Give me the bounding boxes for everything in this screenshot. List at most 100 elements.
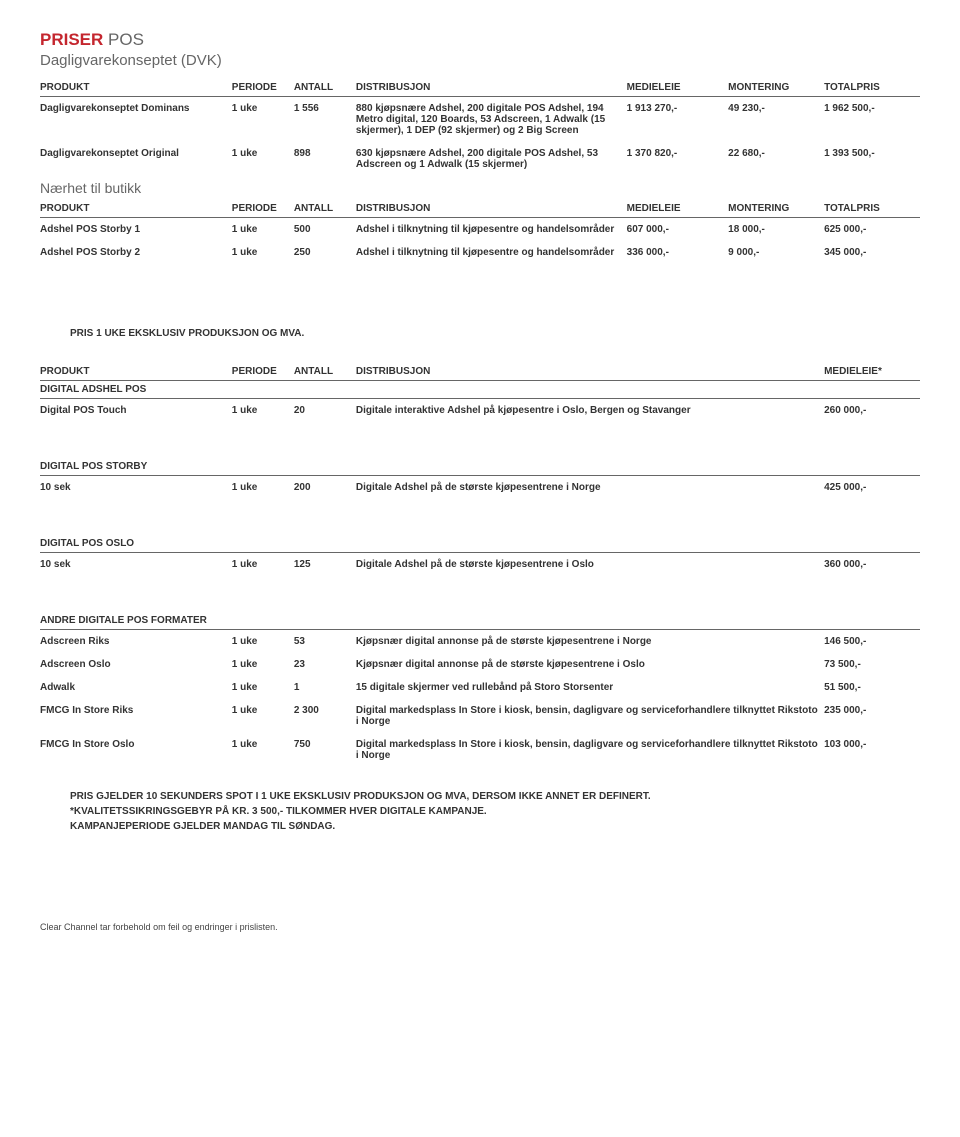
cell-medieleie: 51 500,-	[824, 676, 920, 699]
col-periode: PERIODE	[232, 363, 294, 381]
cell-medieleie: 146 500,-	[824, 630, 920, 654]
table-row: Dagligvarekonseptet Original1 uke898630 …	[40, 142, 920, 176]
cell-periode: 1 uke	[232, 476, 294, 500]
cell-produkt: Adwalk	[40, 676, 232, 699]
note-fee: *KVALITETSSIKRINGSGEBYR PÅ KR. 3 500,- T…	[70, 806, 920, 817]
table-row: Adshel POS Storby 21 uke250Adshel i tilk…	[40, 241, 920, 264]
cell-produkt: 10 sek	[40, 553, 232, 577]
col-produkt: PRODUKT	[40, 200, 232, 218]
dvk-table: PRODUKT PERIODE ANTALL DISTRIBUSJON MEDI…	[40, 79, 920, 176]
cell-antall: 2 300	[294, 699, 356, 733]
section-heading: DIGITAL POS OSLO	[40, 535, 920, 553]
cell-medieleie: 260 000,-	[824, 399, 920, 423]
cell-medieleie: 103 000,-	[824, 733, 920, 767]
table-header-row: PRODUKT PERIODE ANTALL DISTRIBUSJON MEDI…	[40, 363, 920, 381]
section-heading-row: ANDRE DIGITALE POS FORMATER	[40, 612, 920, 630]
spacer	[40, 576, 920, 612]
spacer	[40, 499, 920, 535]
table-header-row: PRODUKT PERIODE ANTALL DISTRIBUSJON MEDI…	[40, 200, 920, 218]
cell-dist: 880 kjøpsnære Adshel, 200 digitale POS A…	[356, 97, 627, 143]
cell-produkt: Adshel POS Storby 1	[40, 218, 232, 242]
col-totalpris: TOTALPRIS	[824, 79, 920, 97]
cell-periode: 1 uke	[232, 142, 294, 176]
cell-produkt: Dagligvarekonseptet Original	[40, 142, 232, 176]
table-row: Digital POS Touch1 uke20Digitale interak…	[40, 399, 920, 423]
section-heading: DIGITAL ADSHEL POS	[40, 381, 920, 399]
cell-dist: Digital markedsplass In Store i kiosk, b…	[356, 733, 824, 767]
cell-montering: 18 000,-	[728, 218, 824, 242]
col-antall: ANTALL	[294, 363, 356, 381]
cell-periode: 1 uke	[232, 97, 294, 143]
cell-medieleie: 73 500,-	[824, 653, 920, 676]
cell-dist: Adshel i tilknytning til kjøpesentre og …	[356, 241, 627, 264]
col-dist: DISTRIBUSJON	[356, 79, 627, 97]
note-price-ex-mva: PRIS 1 UKE EKSKLUSIV PRODUKSJON OG MVA.	[70, 328, 920, 339]
cell-antall: 1	[294, 676, 356, 699]
section-heading-row: DIGITAL POS STORBY	[40, 458, 920, 476]
cell-totalpris: 1 393 500,-	[824, 142, 920, 176]
cell-produkt: Adshel POS Storby 2	[40, 241, 232, 264]
note-period: KAMPANJEPERIODE GJELDER MANDAG TIL SØNDA…	[70, 821, 920, 832]
col-periode: PERIODE	[232, 79, 294, 97]
cell-periode: 1 uke	[232, 241, 294, 264]
col-antall: ANTALL	[294, 200, 356, 218]
cell-produkt: Dagligvarekonseptet Dominans	[40, 97, 232, 143]
section-heading: ANDRE DIGITALE POS FORMATER	[40, 612, 920, 630]
cell-periode: 1 uke	[232, 699, 294, 733]
cell-produkt: 10 sek	[40, 476, 232, 500]
cell-periode: 1 uke	[232, 399, 294, 423]
cell-dist: Digital markedsplass In Store i kiosk, b…	[356, 699, 824, 733]
cell-medieleie: 360 000,-	[824, 553, 920, 577]
cell-antall: 250	[294, 241, 356, 264]
col-antall: ANTALL	[294, 79, 356, 97]
table-row: Dagligvarekonseptet Dominans1 uke1 55688…	[40, 97, 920, 143]
cell-dist: Digitale Adshel på de største kjøpesentr…	[356, 476, 824, 500]
subtitle-dvk: Dagligvarekonseptet (DVK)	[40, 52, 920, 69]
cell-periode: 1 uke	[232, 676, 294, 699]
cell-antall: 23	[294, 653, 356, 676]
cell-medieleie: 607 000,-	[627, 218, 729, 242]
col-montering: MONTERING	[728, 200, 824, 218]
cell-antall: 898	[294, 142, 356, 176]
cell-dist: Digitale Adshel på de største kjøpesentr…	[356, 553, 824, 577]
cell-dist: Kjøpsnær digital annonse på de største k…	[356, 653, 824, 676]
cell-periode: 1 uke	[232, 553, 294, 577]
col-totalpris: TOTALPRIS	[824, 200, 920, 218]
cell-produkt: Adscreen Riks	[40, 630, 232, 654]
cell-periode: 1 uke	[232, 653, 294, 676]
cell-dist: Digitale interaktive Adshel på kjøpesent…	[356, 399, 824, 423]
cell-periode: 1 uke	[232, 733, 294, 767]
cell-montering: 9 000,-	[728, 241, 824, 264]
cell-dist: Adshel i tilknytning til kjøpesentre og …	[356, 218, 627, 242]
page-title: PRISER POS	[40, 30, 920, 50]
table-header-row: PRODUKT PERIODE ANTALL DISTRIBUSJON MEDI…	[40, 79, 920, 97]
col-dist: DISTRIBUSJON	[356, 200, 627, 218]
cell-medieleie: 1 913 270,-	[627, 97, 729, 143]
table-row: Adscreen Riks1 uke53Kjøpsnær digital ann…	[40, 630, 920, 654]
cell-produkt: Adscreen Oslo	[40, 653, 232, 676]
table-row: 10 sek1 uke125Digitale Adshel på de stør…	[40, 553, 920, 577]
table-row: 10 sek1 uke200Digitale Adshel på de stør…	[40, 476, 920, 500]
col-periode: PERIODE	[232, 200, 294, 218]
table-row: Adwalk1 uke115 digitale skjermer ved rul…	[40, 676, 920, 699]
subtitle-nb: Nærhet til butikk	[40, 180, 920, 196]
cell-totalpris: 345 000,-	[824, 241, 920, 264]
col-produkt: PRODUKT	[40, 79, 232, 97]
cell-produkt: FMCG In Store Oslo	[40, 733, 232, 767]
table-row: Adshel POS Storby 11 uke500Adshel i tilk…	[40, 218, 920, 242]
cell-antall: 125	[294, 553, 356, 577]
cell-dist: Kjøpsnær digital annonse på de største k…	[356, 630, 824, 654]
cell-periode: 1 uke	[232, 218, 294, 242]
col-dist: DISTRIBUSJON	[356, 363, 824, 381]
col-medieleie: MEDIELEIE*	[824, 363, 920, 381]
col-produkt: PRODUKT	[40, 363, 232, 381]
cell-antall: 53	[294, 630, 356, 654]
cell-antall: 750	[294, 733, 356, 767]
cell-antall: 20	[294, 399, 356, 423]
col-medieleie: MEDIELEIE	[627, 79, 729, 97]
digital-table: PRODUKT PERIODE ANTALL DISTRIBUSJON MEDI…	[40, 363, 920, 767]
cell-antall: 200	[294, 476, 356, 500]
table-row: FMCG In Store Oslo1 uke750Digital marked…	[40, 733, 920, 767]
nb-table: PRODUKT PERIODE ANTALL DISTRIBUSJON MEDI…	[40, 200, 920, 264]
cell-produkt: FMCG In Store Riks	[40, 699, 232, 733]
